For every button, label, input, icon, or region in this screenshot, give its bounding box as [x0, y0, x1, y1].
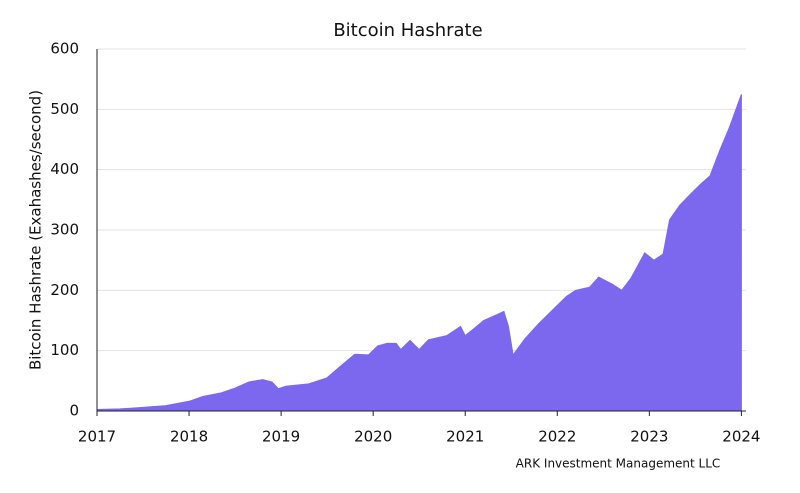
x-tick-label: 2018: [170, 428, 208, 446]
x-tick-label: 2022: [538, 428, 576, 446]
x-tick-label: 2021: [446, 428, 484, 446]
x-tick-label: 2024: [722, 428, 760, 446]
y-tick-label: 400: [50, 160, 79, 178]
x-tick-label: 2020: [354, 428, 392, 446]
y-tick-label: 200: [50, 281, 79, 299]
y-tick-label: 100: [50, 341, 79, 359]
area: [96, 94, 742, 412]
x-tick-label: 2023: [630, 428, 668, 446]
y-tick-label: 600: [50, 40, 79, 58]
x-tick-label: 2019: [262, 428, 300, 446]
y-tick-label: 300: [50, 221, 79, 239]
chart-title: Bitcoin Hashrate: [333, 20, 482, 41]
y-tick-label: 500: [50, 100, 79, 118]
x-tick-label: 2017: [78, 428, 116, 446]
y-tick-label: 0: [69, 402, 79, 420]
y-axis-label: Bitcoin Hashrate (Exahashes/second): [27, 90, 45, 370]
source-note: ARK Investment Management LLC: [516, 457, 721, 471]
